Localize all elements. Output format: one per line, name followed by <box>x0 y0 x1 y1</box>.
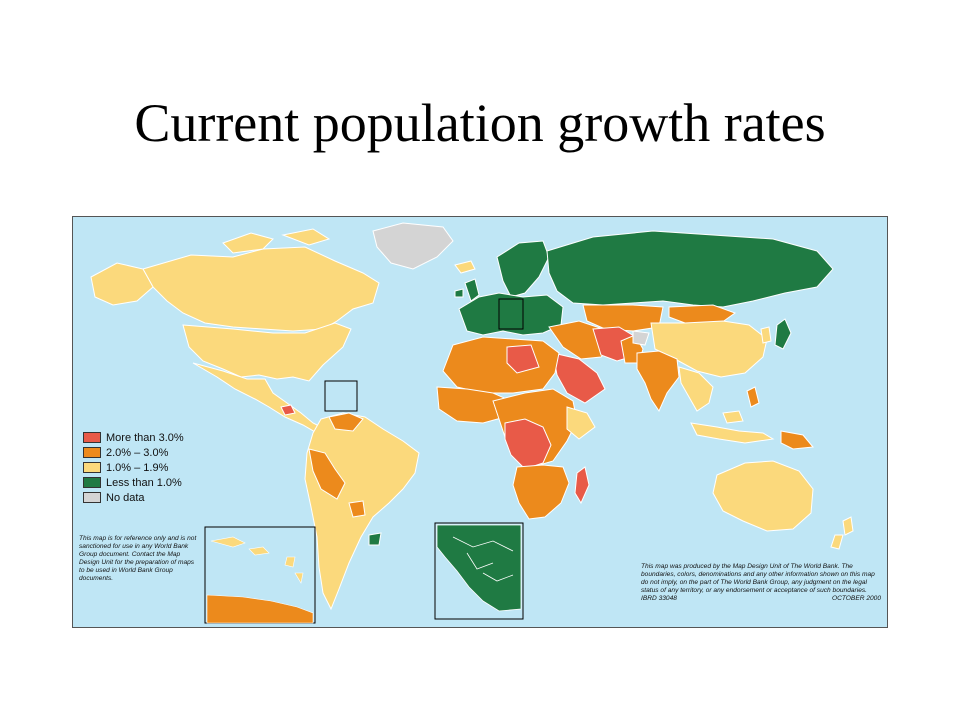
ibrd-code: IBRD 33048 <box>641 595 677 602</box>
legend-label: No data <box>106 491 145 504</box>
balkans-inset-marker <box>498 298 524 330</box>
legend-item: 1.0% – 1.9% <box>83 460 184 475</box>
new-zealand <box>830 516 854 550</box>
guatemala <box>280 404 296 416</box>
southeast-asia <box>678 366 714 412</box>
legend-label: Less than 1.0% <box>106 476 182 489</box>
canada <box>142 246 380 332</box>
scandinavia <box>496 240 550 298</box>
iceland <box>454 260 476 274</box>
legend-swatch <box>83 432 101 443</box>
map-codes: IBRD 33048 OCTOBER 2000 <box>641 595 881 603</box>
southern-africa <box>512 464 570 520</box>
uruguay <box>368 532 382 546</box>
legend-swatch <box>83 447 101 458</box>
north-africa <box>442 336 560 394</box>
uk-ireland <box>454 278 480 302</box>
kazakhstan-central-asia <box>582 304 664 332</box>
korea <box>760 326 772 344</box>
papua-new-guinea <box>780 430 814 450</box>
legend-item: No data <box>83 490 184 505</box>
high-growth-africa <box>504 418 552 470</box>
united-states <box>182 322 352 382</box>
slide-title: Current population growth rates <box>134 93 826 153</box>
horn-of-africa <box>566 406 596 440</box>
legend-swatch <box>83 462 101 473</box>
philippines <box>746 386 760 408</box>
legend-swatch <box>83 492 101 503</box>
saudi-arabia-yemen <box>552 352 606 404</box>
reference-disclaimer: This map is for reference only and is no… <box>79 535 197 582</box>
balkans-inset-borders <box>452 536 514 582</box>
boundaries-disclaimer: This map was produced by the Map Design … <box>641 563 881 603</box>
libya <box>506 344 540 374</box>
paraguay <box>348 500 366 518</box>
legend-label: 1.0% – 1.9% <box>106 461 169 474</box>
australia <box>712 460 814 532</box>
greenland <box>372 222 454 270</box>
indonesia <box>690 410 775 444</box>
world-map: More than 3.0% 2.0% – 3.0% 1.0% – 1.9% L… <box>72 216 888 628</box>
caribbean-inset-islands <box>210 536 304 584</box>
venezuela <box>328 412 364 432</box>
caribbean-inset-coast <box>206 594 314 624</box>
india <box>636 350 680 413</box>
map-date: OCTOBER 2000 <box>832 595 881 602</box>
world-map-svg <box>73 217 887 627</box>
japan <box>774 318 792 350</box>
legend-item: Less than 1.0% <box>83 475 184 490</box>
caribbean-inset-marker <box>324 380 358 412</box>
legend-label: More than 3.0% <box>106 431 184 444</box>
peru-bolivia <box>308 448 346 500</box>
legend-item: More than 3.0% <box>83 430 184 445</box>
map-legend: More than 3.0% 2.0% – 3.0% 1.0% – 1.9% L… <box>83 430 184 505</box>
legend-label: 2.0% – 3.0% <box>106 446 169 459</box>
russia <box>546 230 834 308</box>
canadian-arctic-islands <box>222 228 331 254</box>
legend-item: 2.0% – 3.0% <box>83 445 184 460</box>
boundaries-disclaimer-text: This map was produced by the Map Design … <box>641 563 875 594</box>
legend-swatch <box>83 477 101 488</box>
madagascar <box>574 466 590 505</box>
alaska <box>90 262 154 306</box>
tibet-no-data <box>632 330 650 346</box>
